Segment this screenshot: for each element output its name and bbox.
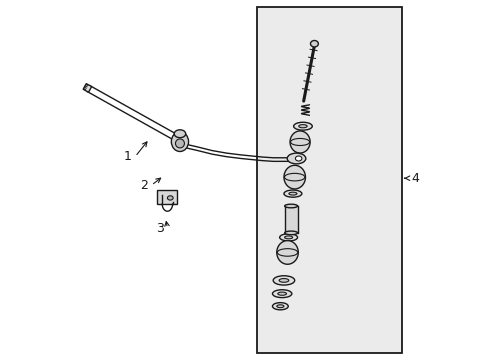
Ellipse shape (293, 122, 312, 130)
Ellipse shape (284, 236, 292, 239)
Ellipse shape (175, 139, 184, 148)
Ellipse shape (174, 130, 185, 138)
Text: 2: 2 (140, 179, 148, 192)
Ellipse shape (288, 192, 296, 195)
Ellipse shape (167, 196, 173, 200)
Ellipse shape (277, 292, 286, 295)
Ellipse shape (295, 156, 301, 161)
Ellipse shape (276, 305, 284, 308)
Ellipse shape (284, 204, 297, 208)
Text: 4: 4 (410, 172, 418, 185)
Ellipse shape (272, 303, 287, 310)
Ellipse shape (284, 190, 301, 197)
Bar (157, 190, 177, 204)
Bar (284, 206, 297, 233)
Ellipse shape (272, 290, 291, 298)
Ellipse shape (273, 276, 294, 285)
Ellipse shape (171, 132, 188, 152)
Ellipse shape (279, 234, 297, 241)
Ellipse shape (276, 240, 298, 264)
Ellipse shape (284, 165, 305, 189)
Ellipse shape (284, 231, 297, 235)
Ellipse shape (286, 153, 305, 164)
Text: 1: 1 (124, 150, 132, 163)
Bar (257, 7, 402, 353)
Ellipse shape (289, 131, 309, 153)
Ellipse shape (279, 279, 288, 282)
Ellipse shape (298, 125, 306, 128)
Polygon shape (83, 84, 91, 92)
Ellipse shape (310, 41, 318, 47)
Text: 3: 3 (156, 222, 164, 235)
